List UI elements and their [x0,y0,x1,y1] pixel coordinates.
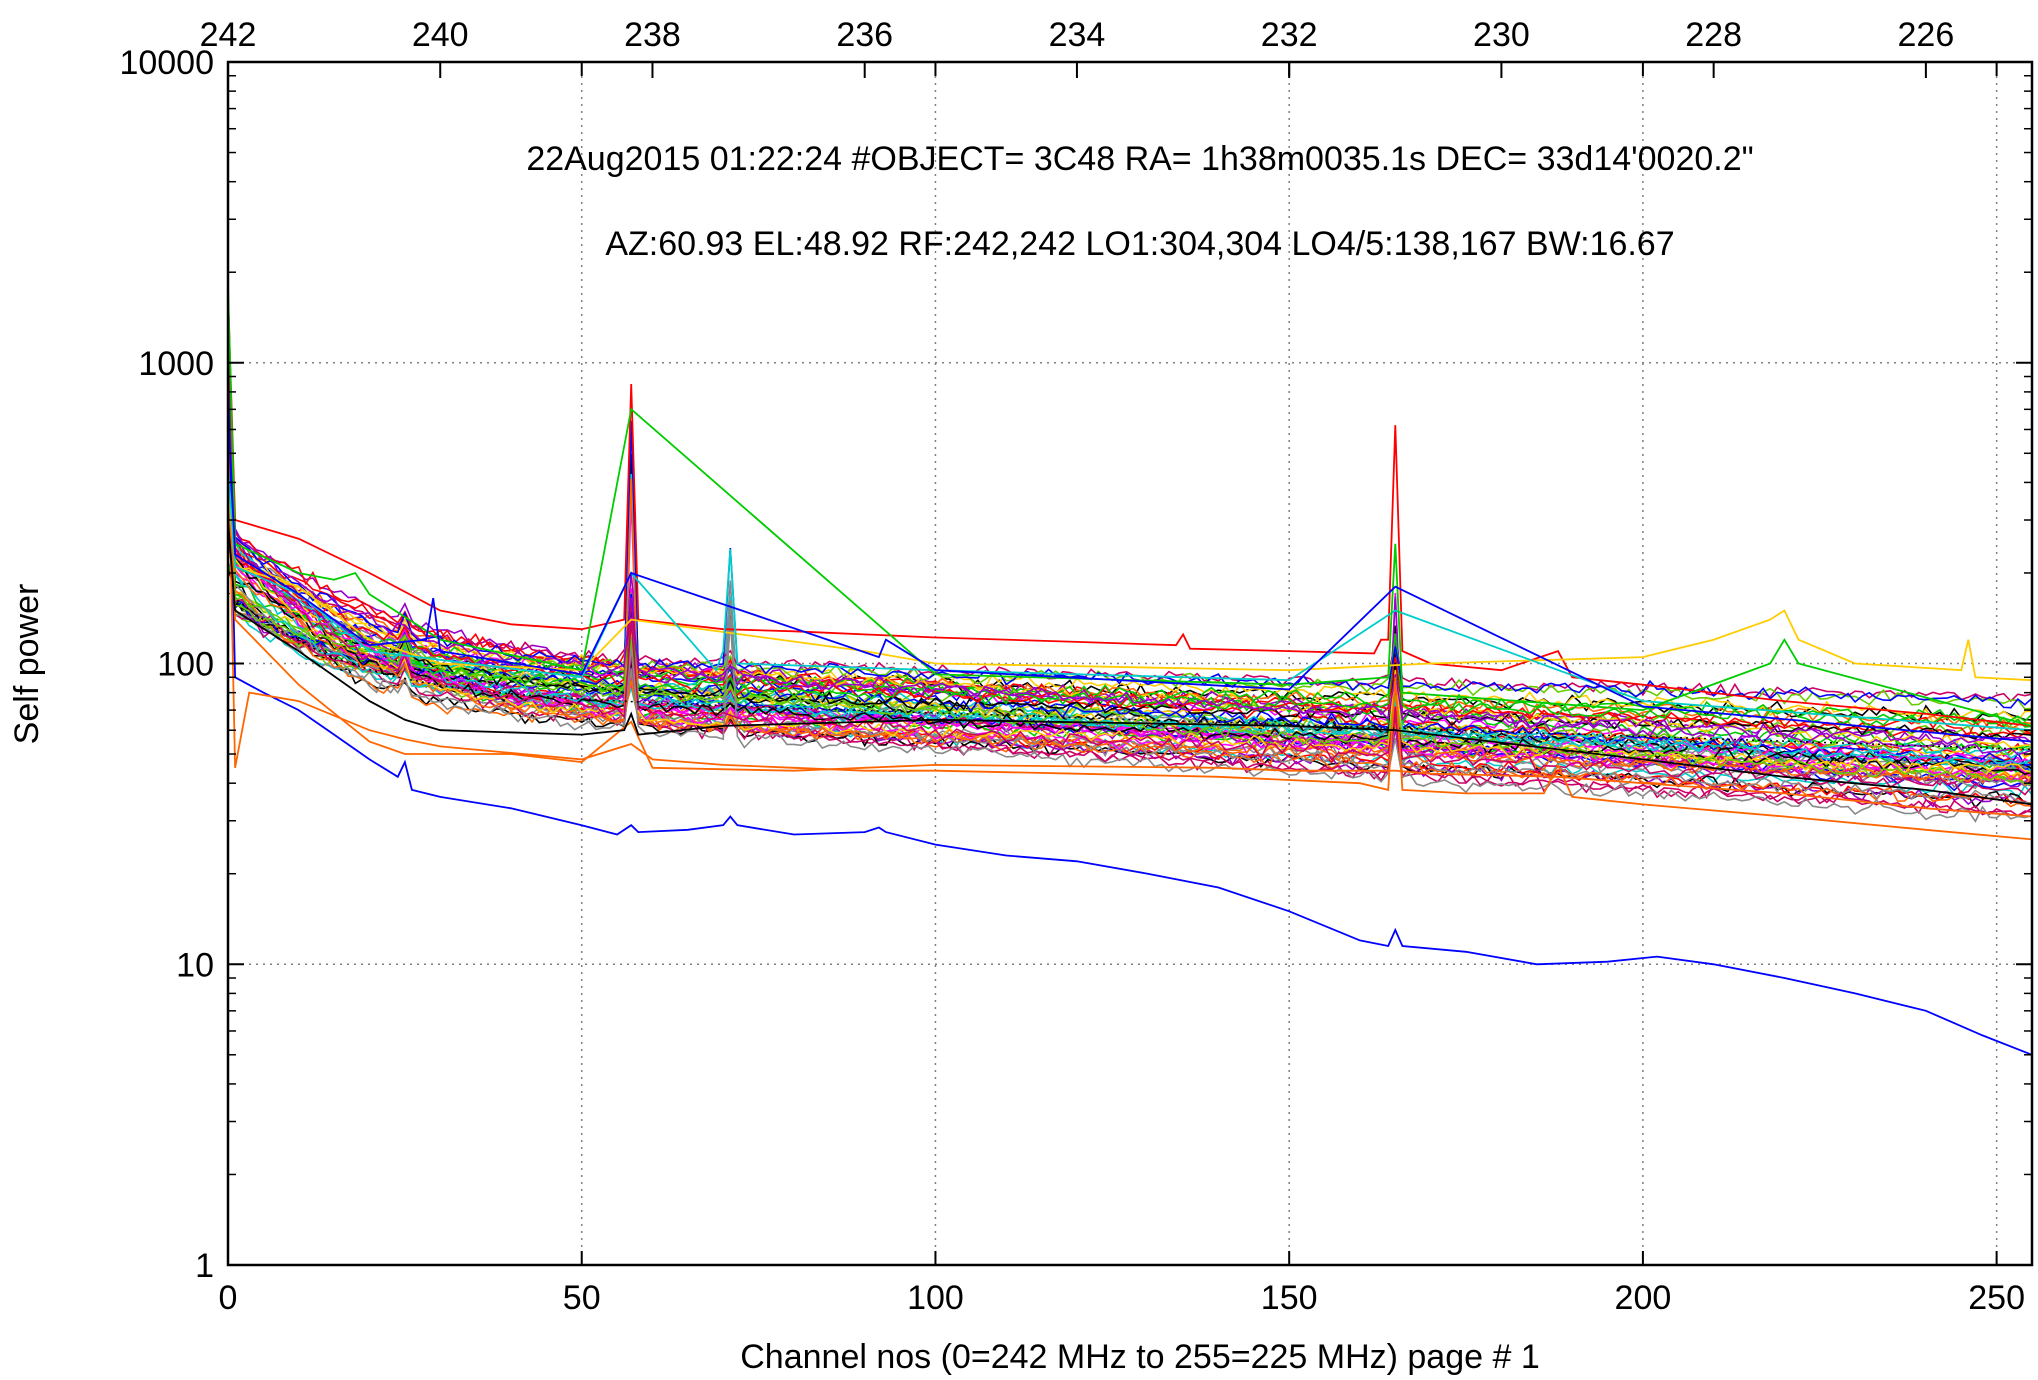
top-tick-label: 242 [200,16,257,54]
top-tick-label: 232 [1261,16,1318,54]
series-line [227,390,2033,703]
series-line [227,422,2033,786]
header-line-2: AZ:60.93 EL:48.92 RF:242,242 LO1:304,304… [605,225,1674,263]
plot-border [226,60,2034,1267]
x-tick-label: 200 [1615,1279,1672,1317]
series-line-highlight [227,453,2033,818]
top-tick-label: 226 [1898,16,1955,54]
series-line-highlight [227,409,2033,743]
x-tick-label: 250 [1968,1279,2025,1317]
series-line [227,484,2033,724]
top-tick-label: 236 [836,16,893,54]
series-line-highlight [227,285,2033,727]
series-line-dotted [227,592,2033,751]
header-line-1: 22Aug2015 01:22:24 #OBJECT= 3C48 RA= 1h3… [526,140,1753,178]
series-line-highlight [227,466,2033,732]
y-tick-label: 10000 [119,44,214,82]
top-tick-label: 240 [412,16,469,54]
y-tick-label: 1 [195,1247,214,1285]
grid [228,62,2032,1265]
x-axis-label: Channel nos (0=242 MHz to 255=225 MHz) p… [740,1338,1540,1376]
top-tick-label: 238 [624,16,681,54]
x-tick-label: 50 [563,1279,601,1317]
series-line [227,426,2033,817]
series-line [227,306,2033,823]
series-line-highlight [227,482,2033,682]
series-line [227,353,2033,796]
series-line [227,373,2033,770]
series-line [227,394,2032,808]
top-tick-label: 228 [1685,16,1742,54]
series-line [227,362,2033,740]
x-tick-label: 0 [219,1279,238,1317]
y-axis-label: Self power [8,584,46,745]
series-line [227,445,2033,787]
series-line-highlight [227,429,2033,841]
top-tick-label: 234 [1049,16,1106,54]
top-tick-label: 230 [1473,16,1530,54]
y-tick-label: 10 [176,946,214,984]
axes [226,60,2034,1267]
series-group [227,285,2033,1056]
series-line-highlight [227,376,2033,1056]
series-line [227,384,2033,787]
y-tick-label: 1000 [138,345,214,383]
y-tick-label: 100 [157,646,214,684]
series-line-highlight [227,293,2033,727]
series-line-highlight [227,519,2033,806]
x-tick-label: 150 [1261,1279,1318,1317]
x-tick-label: 100 [907,1279,964,1317]
